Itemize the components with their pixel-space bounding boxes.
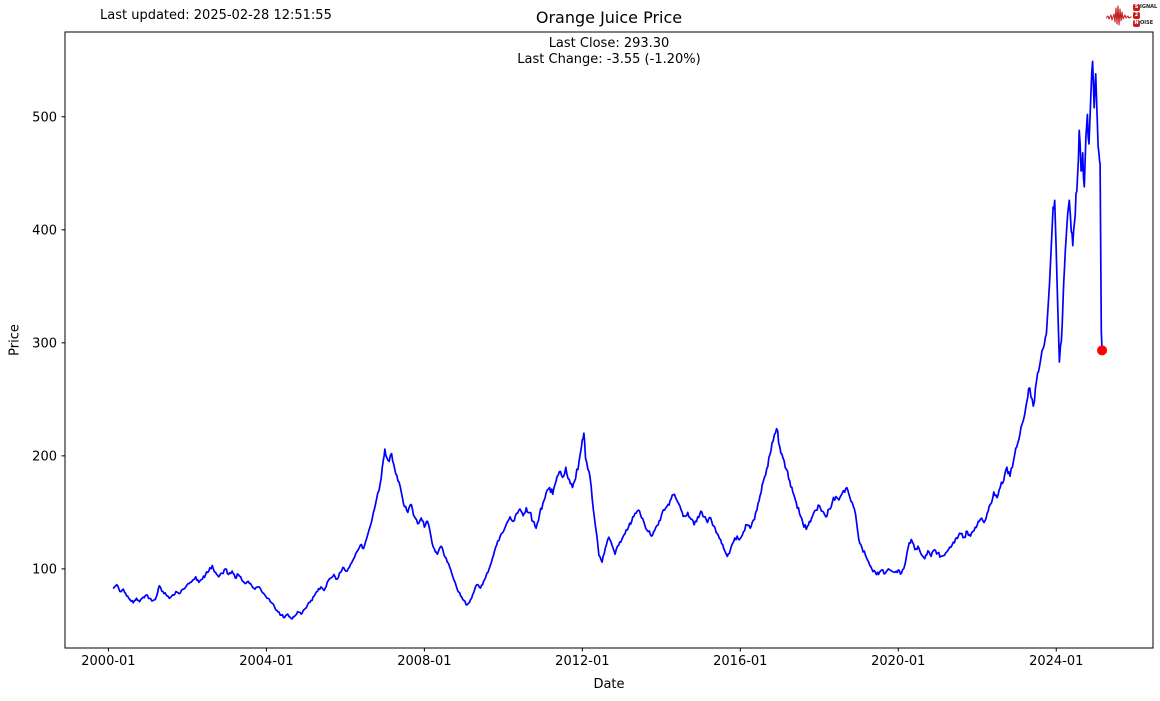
x-axis-tick-label: 2016-01	[713, 654, 767, 669]
last-updated-text: Last updated: 2025-02-28 12:51:55	[100, 8, 332, 23]
price-line	[112, 60, 1103, 620]
last-close-annotation: Last Close: 293.30	[548, 36, 670, 51]
logo-line-2: 2	[1133, 11, 1157, 19]
x-axis-tick-label: 2008-01	[397, 654, 451, 669]
logo-line-noise: N OISE	[1133, 19, 1154, 27]
y-axis-tick-label: 300	[32, 336, 57, 351]
logo-badge-2: 2	[1133, 11, 1140, 19]
logo-badge-n: N	[1133, 19, 1140, 27]
y-axis-tick-label: 400	[32, 223, 57, 238]
x-axis-tick-label: 2012-01	[555, 654, 609, 669]
y-axis-label: Price	[7, 324, 23, 356]
x-axis-tick-label: 2000-01	[81, 654, 135, 669]
x-axis-label: Date	[593, 677, 625, 692]
y-axis-tick-label: 500	[32, 110, 57, 125]
x-axis-tick-label: 2024-01	[1029, 654, 1083, 669]
x-axis-tick-label: 2020-01	[871, 654, 925, 669]
y-axis-tick-label: 200	[32, 449, 57, 464]
axes-frame	[64, 31, 1154, 649]
page-title: Orange Juice Price	[535, 8, 683, 27]
last-price-marker	[1097, 345, 1108, 356]
y-axis-tick-label: 100	[32, 562, 57, 577]
x-axis-tick-label: 2004-01	[239, 654, 293, 669]
waveform-icon	[1106, 5, 1132, 26]
last-change-annotation: Last Change: -3.55 (-1.20%)	[517, 52, 701, 67]
logo-badge-s: S	[1133, 3, 1140, 11]
logo-line-signal: S IGNAL	[1133, 3, 1158, 11]
signal2noise-logo: S IGNAL 2 N OISE	[1106, 3, 1157, 27]
